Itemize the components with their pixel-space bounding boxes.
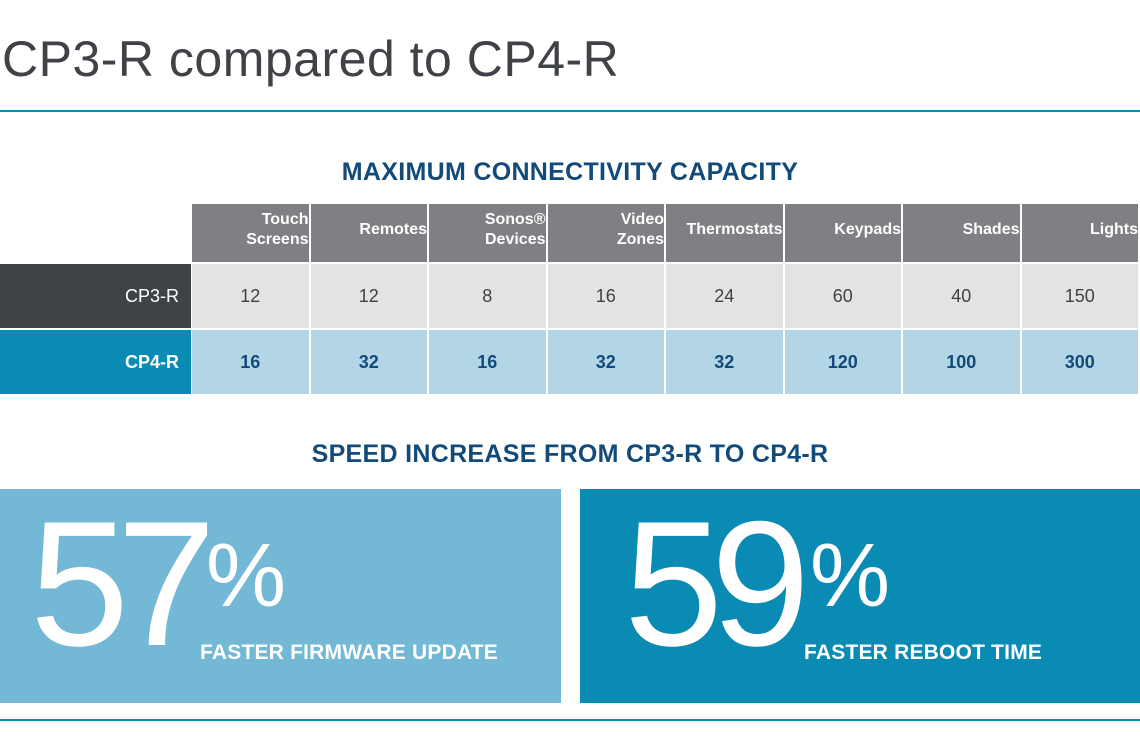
column-header: Touch Screens [192,204,311,262]
capacity-heading: MAXIMUM CONNECTIVITY CAPACITY [341,158,799,186]
column-header-line: Video [620,210,664,228]
table-cell: 40 [903,264,1022,328]
page-title: CP3-R compared to CP4-R [2,31,620,87]
column-header: Remotes [310,204,429,262]
column-header-line: Zones [616,230,664,248]
column-header: Lights [1021,204,1140,262]
table-cell: 8 [429,264,548,328]
column-header: Video Zones [547,204,666,262]
column-header-line: Sonos® [484,210,546,228]
table-cell: 12 [310,264,429,328]
table-cell: 60 [784,264,903,328]
table-cell: 24 [666,264,785,328]
reboot-speed-unit: % [810,526,891,626]
table-cell: 32 [666,330,785,394]
row-label: CP3-R [0,264,191,328]
table-cell: 16 [192,330,311,394]
table-cell: 120 [784,330,903,394]
column-header: Sonos® Devices [429,204,548,262]
table-cell: 150 [1021,264,1140,328]
reboot-speed-panel: 59 % FASTER REBOOT TIME [580,489,1140,703]
table-cell: 16 [547,264,666,328]
table-cell: 100 [903,330,1022,394]
table-cell: 12 [192,264,311,328]
column-header-line: Thermostats [686,220,783,238]
column-header-line: Shades [962,220,1020,238]
table-cell: 300 [1021,330,1140,394]
speed-heading: SPEED INCREASE FROM CP3-R TO CP4-R [311,440,829,468]
table-cell: 32 [310,330,429,394]
column-header: Shades [903,204,1022,262]
reboot-speed-caption: FASTER REBOOT TIME [804,641,1043,664]
firmware-speed-caption: FASTER FIRMWARE UPDATE [200,641,499,664]
column-header-line: Devices [485,230,546,248]
bottom-divider [0,719,1140,721]
column-header: Keypads [784,204,903,262]
firmware-speed-unit: % [206,526,287,626]
reboot-speed-value: 59 [624,489,810,683]
capacity-table: Touch Screens Remotes Sonos® Devices Video Zon… [0,204,1140,394]
row-label: CP4-R [0,330,191,394]
column-header-line: Remotes [359,220,427,238]
column-header: Thermostats [666,204,785,262]
firmware-speed-panel: 57 % FASTER FIRMWARE UPDATE [0,489,561,703]
column-header-line: Lights [1090,220,1138,238]
firmware-speed-value: 57 [30,489,216,683]
table-cell: 16 [429,330,548,394]
column-header-line: Touch [261,210,309,228]
title-divider [0,110,1140,112]
column-header-line: Keypads [834,220,901,238]
column-header-line: Screens [246,230,309,248]
table-cell: 32 [547,330,666,394]
